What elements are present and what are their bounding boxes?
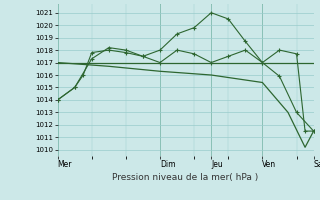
X-axis label: Pression niveau de la mer( hPa ): Pression niveau de la mer( hPa ) bbox=[112, 173, 259, 182]
